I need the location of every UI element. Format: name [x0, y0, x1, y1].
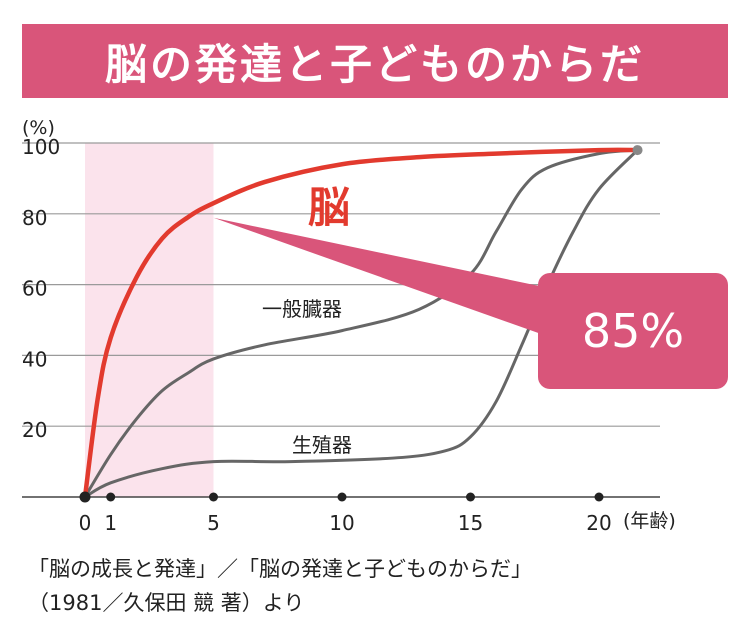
x-tick-label: 15	[458, 511, 483, 535]
y-tick-label: 100	[22, 135, 60, 159]
x-tick-label: 20	[586, 511, 611, 535]
callout-text: 85%	[582, 304, 684, 358]
chart-title: 脳の発達と子どものからだ	[104, 39, 645, 89]
x-tick-label: 5	[207, 511, 220, 535]
x-tick-dot	[594, 492, 604, 502]
x-tick-dot	[466, 492, 475, 502]
y-axis-unit: (%)	[22, 117, 55, 139]
y-tick-label: 20	[22, 418, 47, 442]
y-tick-label: 40	[22, 347, 47, 371]
series-line-reproductive	[83, 148, 640, 499]
source-line-2: （1981／久保田 競 著）より	[28, 591, 305, 615]
x-tick-label: 1	[104, 511, 117, 535]
y-tick-label: 80	[22, 206, 47, 230]
title-banner: 脳の発達と子どものからだ	[22, 24, 728, 98]
origin-dot	[79, 491, 91, 503]
source-line-1: 「脳の成長と発達」／「脳の発達と子どものからだ」	[28, 557, 532, 581]
callout-pointer	[213, 217, 544, 335]
x-tick-dot	[209, 492, 218, 502]
series-label-general-organs: 一般臓器	[262, 297, 342, 321]
series-line-general-organs	[83, 148, 640, 499]
callout-box	[538, 273, 728, 389]
y-tick-label: 60	[22, 277, 47, 301]
source-citation: 「脳の成長と発達」／「脳の発達と子どものからだ」 （1981／久保田 競 著）よ…	[28, 552, 728, 620]
end-dot	[632, 145, 643, 156]
x-tick-label: 0	[79, 511, 92, 535]
x-axis-unit: (年齢)	[623, 510, 676, 532]
series-label-brain: 脳	[308, 183, 350, 232]
x-tick-dot	[337, 492, 347, 502]
x-tick-dot	[106, 492, 116, 502]
series-label-reproductive: 生殖器	[292, 433, 352, 457]
highlight-band	[85, 143, 214, 497]
x-tick-label: 10	[329, 511, 354, 535]
series-line-brain	[82, 147, 640, 500]
